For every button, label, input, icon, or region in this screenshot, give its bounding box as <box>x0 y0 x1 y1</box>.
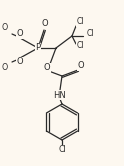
Text: HN: HN <box>53 90 65 99</box>
Text: O: O <box>17 57 23 67</box>
Text: O: O <box>44 64 50 73</box>
Text: O: O <box>17 30 23 39</box>
Text: O: O <box>2 64 8 73</box>
Text: Cl: Cl <box>86 30 94 39</box>
Text: Cl: Cl <box>58 146 66 155</box>
Text: O: O <box>2 24 8 33</box>
Text: O: O <box>42 19 48 29</box>
Text: O: O <box>78 61 84 71</box>
Text: P: P <box>35 43 41 52</box>
Text: Cl: Cl <box>76 17 84 27</box>
Text: Cl: Cl <box>76 42 84 50</box>
